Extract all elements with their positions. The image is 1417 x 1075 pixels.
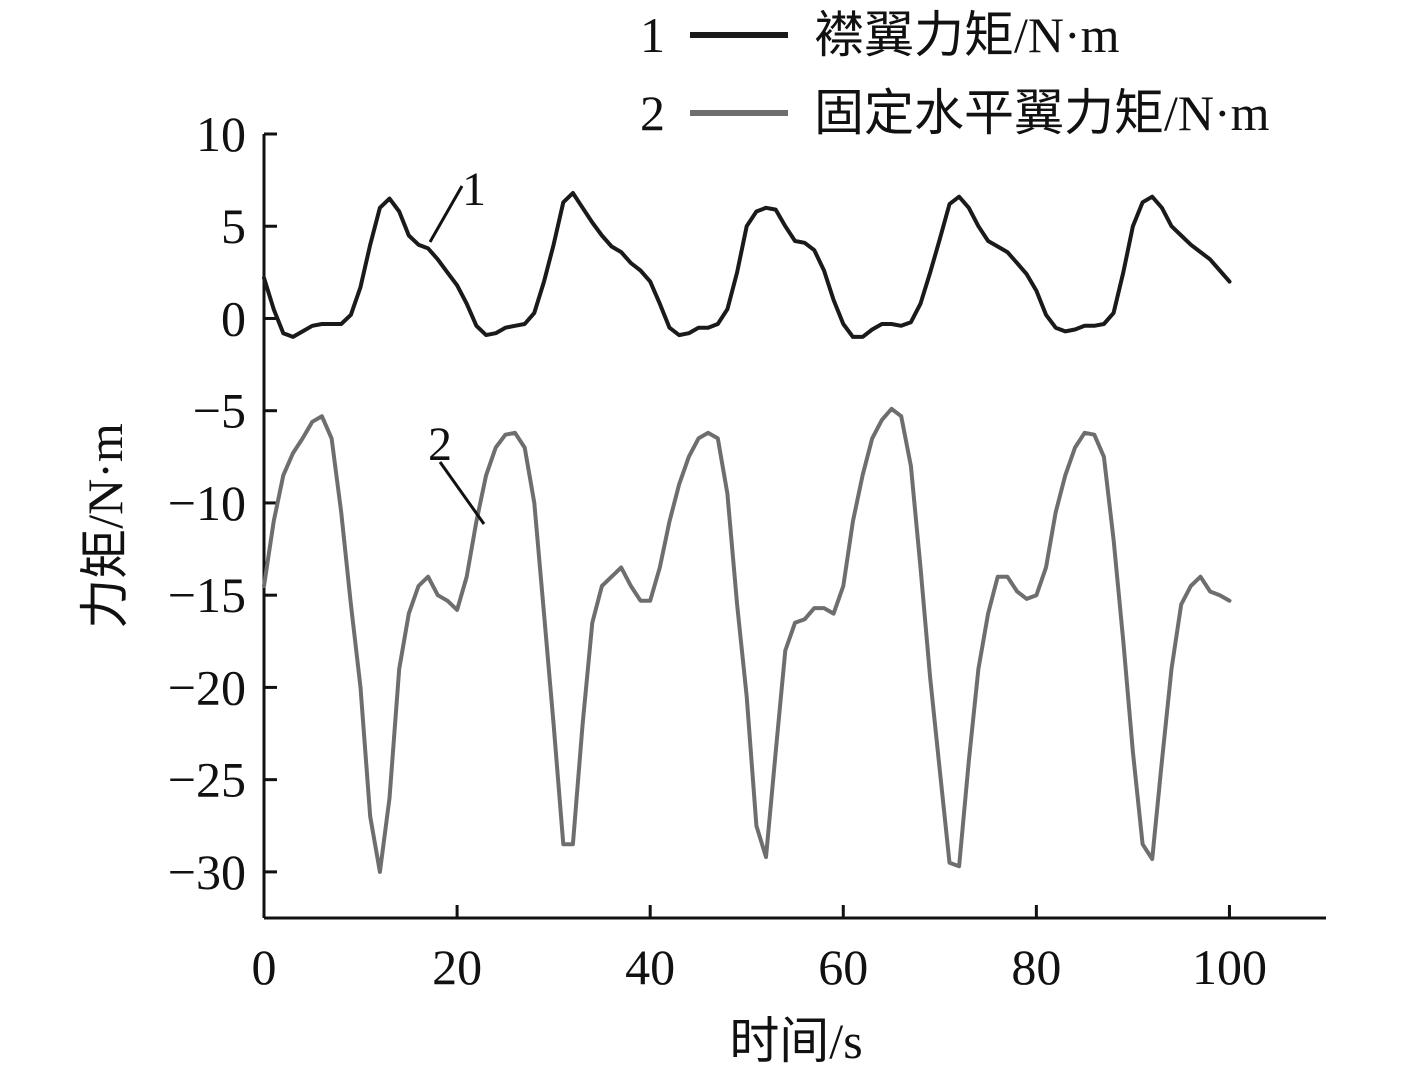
- legend-entry-2: 2 固定水平翼力矩/N·m: [640, 85, 1270, 141]
- y-tick-label: −10: [168, 475, 246, 531]
- x-tick-label: 0: [252, 939, 277, 995]
- annotations: 1 2: [428, 163, 486, 525]
- x-ticks: 0 20 40 60 80 100: [252, 905, 1267, 995]
- series-line-1: [262, 191, 1232, 339]
- legend-label-2: 固定水平翼力矩/N·m: [814, 85, 1270, 141]
- legend-label-1: 襟翼力矩/N·m: [814, 7, 1120, 63]
- annotation-label-1: 1: [462, 163, 486, 216]
- x-tick-label: 80: [1011, 939, 1061, 995]
- y-tick-label: −5: [193, 383, 246, 439]
- x-tick-label: 20: [432, 939, 482, 995]
- y-tick-label: −15: [168, 567, 246, 623]
- y-tick-label: 0: [221, 290, 246, 346]
- annotation-leader-1: [428, 185, 464, 243]
- y-tick-label: 10: [196, 106, 246, 162]
- annotation-leader-2: [438, 461, 486, 525]
- y-tick-label: −25: [168, 752, 246, 808]
- annotation-label-2: 2: [428, 418, 452, 471]
- legend-entry-1: 1 襟翼力矩/N·m: [640, 7, 1120, 63]
- series-layer: [262, 191, 1232, 874]
- series-line-2: [262, 406, 1232, 874]
- y-tick-label: 5: [221, 198, 246, 254]
- legend: 1 襟翼力矩/N·m 2 固定水平翼力矩/N·m: [640, 7, 1270, 141]
- legend-number-2: 2: [640, 85, 665, 141]
- y-axis-title: 力矩/N·m: [77, 423, 133, 629]
- x-tick-label: 40: [625, 939, 675, 995]
- y-ticks: 10 5 0 −5 −10 −15 −20 −25 −30: [168, 106, 277, 900]
- x-tick-label: 60: [818, 939, 868, 995]
- y-tick-label: −30: [168, 844, 246, 900]
- axes: 10 5 0 −5 −10 −15 −20 −25 −30 0 20 40 60 80 100: [168, 106, 1326, 995]
- x-tick-label: 100: [1192, 939, 1267, 995]
- y-tick-label: −20: [168, 659, 246, 715]
- legend-number-1: 1: [640, 7, 665, 63]
- x-axis-title: 时间/s: [729, 1013, 862, 1069]
